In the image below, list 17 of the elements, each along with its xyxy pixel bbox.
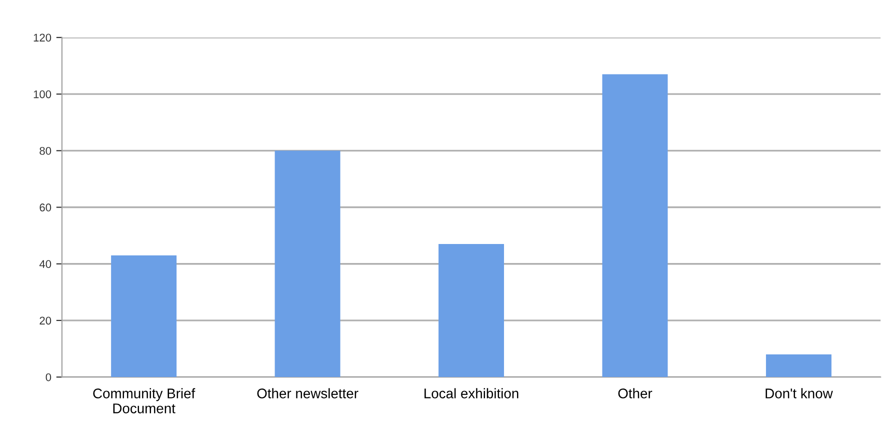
x-tick-label: Other newsletter	[257, 388, 358, 398]
bar	[111, 255, 177, 378]
y-tick-label: 60	[40, 204, 52, 212]
bar	[766, 354, 832, 378]
x-tick-label: Community Brief Document	[93, 388, 196, 414]
y-tick-label: 40	[39, 260, 52, 268]
bar	[438, 244, 504, 378]
y-tick-label: 0	[46, 373, 52, 382]
y-tick-label: 120	[34, 34, 52, 42]
x-tick-label: Other	[618, 388, 652, 398]
y-tick-label: 80	[40, 146, 52, 155]
x-tick-label: Local exhibition	[424, 388, 518, 398]
bar	[602, 74, 668, 378]
x-tick-label: Don't know	[766, 388, 833, 398]
y-tick-label: 20	[40, 316, 52, 325]
y-tick-label: 100	[34, 90, 52, 98]
bar	[274, 150, 340, 378]
